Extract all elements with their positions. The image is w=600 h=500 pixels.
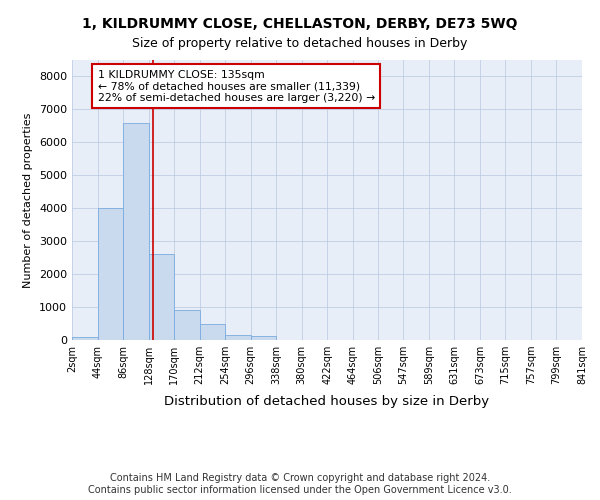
Bar	[251, 336, 276, 340]
Bar	[149, 254, 174, 340]
Bar	[98, 208, 123, 340]
Bar	[174, 310, 200, 340]
Bar	[225, 335, 251, 340]
Bar	[123, 122, 149, 340]
Bar	[72, 338, 98, 340]
Text: 1 KILDRUMMY CLOSE: 135sqm
← 78% of detached houses are smaller (11,339)
22% of s: 1 KILDRUMMY CLOSE: 135sqm ← 78% of detac…	[98, 70, 375, 103]
Text: Size of property relative to detached houses in Derby: Size of property relative to detached ho…	[133, 38, 467, 51]
Text: 1, KILDRUMMY CLOSE, CHELLASTON, DERBY, DE73 5WQ: 1, KILDRUMMY CLOSE, CHELLASTON, DERBY, D…	[82, 18, 518, 32]
Y-axis label: Number of detached properties: Number of detached properties	[23, 112, 34, 288]
Bar	[200, 324, 225, 340]
Text: Contains HM Land Registry data © Crown copyright and database right 2024.
Contai: Contains HM Land Registry data © Crown c…	[88, 474, 512, 495]
X-axis label: Distribution of detached houses by size in Derby: Distribution of detached houses by size …	[164, 396, 490, 408]
